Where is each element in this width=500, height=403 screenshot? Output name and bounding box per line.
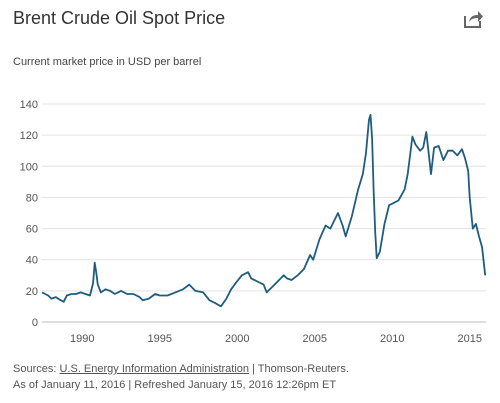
chart-subtitle: Current market price in USD per barrel (13, 56, 202, 68)
price-chart: 0 20 40 60 80 100 120 140 1990 1995 2000 2005 2010 2… (20, 99, 487, 345)
y-tick-label: 0 (32, 317, 38, 329)
y-tick-label: 140 (20, 99, 38, 111)
sources-label: Sources: (13, 363, 57, 375)
y-tick-label: 100 (20, 161, 38, 173)
y-tick-label: 80 (26, 192, 38, 204)
chart-gridlines (42, 103, 486, 323)
x-tick-label: 1990 (70, 333, 94, 345)
source-separator: | Thomson-Reuters. (249, 363, 349, 375)
sources-line: Sources: U.S. Energy Information Adminis… (13, 361, 349, 377)
y-tick-label: 20 (26, 286, 38, 298)
share-icon[interactable] (464, 10, 484, 28)
asof-line: As of January 11, 2016 | Refreshed Janua… (13, 379, 337, 391)
x-tick-label: 2015 (457, 333, 481, 345)
x-tick-label: 1995 (148, 333, 172, 345)
chart-footer: Sources: U.S. Energy Information Adminis… (13, 361, 349, 393)
source-link-eia[interactable]: U.S. Energy Information Administration (59, 363, 250, 375)
y-tick-label: 120 (20, 130, 38, 142)
y-tick-label: 60 (26, 224, 38, 236)
x-axis-ticks: 1990 1995 2000 2005 2010 2015 (70, 333, 482, 345)
x-tick-label: 2005 (303, 333, 327, 345)
x-tick-label: 2010 (380, 333, 404, 345)
y-axis-ticks: 0 20 40 60 80 100 120 140 (20, 99, 38, 329)
price-series-line (41, 114, 487, 308)
x-tick-label: 2000 (225, 333, 249, 345)
chart-title: Brent Crude Oil Spot Price (13, 8, 226, 28)
y-tick-label: 40 (26, 255, 38, 267)
